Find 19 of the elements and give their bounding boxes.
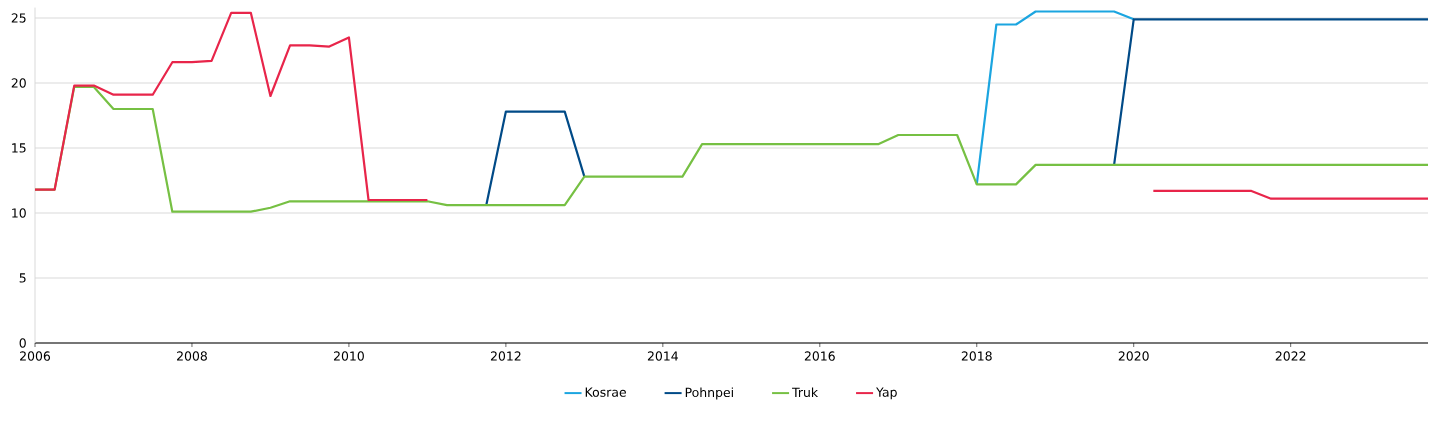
x-tick-label: 2018 — [961, 351, 992, 361]
y-tick-label: 20 — [11, 78, 26, 88]
x-tick-label: 2016 — [804, 351, 835, 361]
x-tick-label: 2012 — [490, 351, 521, 361]
y-tick-label: 0 — [19, 338, 26, 348]
x-tick-label: 2022 — [1275, 351, 1306, 361]
legend-label: Truk — [792, 387, 819, 398]
x-tick-label: 2010 — [333, 351, 364, 361]
y-tick-label: 5 — [19, 273, 26, 283]
legend-label: Pohnpei — [685, 387, 733, 400]
x-tick-label: 2014 — [647, 351, 678, 361]
y-tick-label: 15 — [12, 143, 26, 153]
legend-label: Kosrae — [585, 387, 626, 397]
legend-label: Yap — [876, 387, 897, 400]
x-tick-label: 2020 — [1118, 351, 1149, 361]
y-tick-label: 25 — [11, 13, 26, 23]
x-tick-label: 2008 — [177, 351, 207, 361]
x-tick-label: 2006 — [20, 351, 51, 361]
y-tick-label: 10 — [12, 208, 26, 218]
